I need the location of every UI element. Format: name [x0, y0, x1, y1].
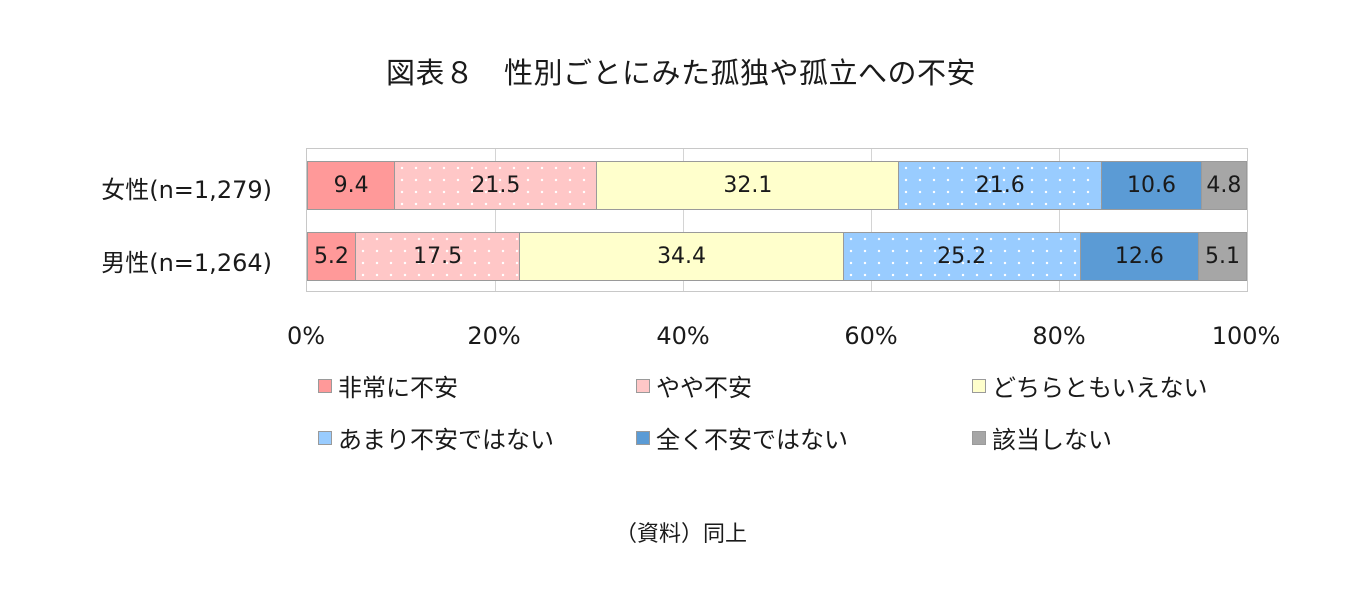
plot-area: 9.4 21.5 32.1 21.6 10.6 4.8 5.2 17.5 34.…: [306, 148, 1248, 292]
source-note: （資料）同上: [614, 522, 747, 547]
legend-label: やや不安: [656, 374, 752, 402]
bar-segment-somewhat-anxious: 17.5: [355, 232, 521, 281]
x-tick-0: 0%: [286, 322, 326, 350]
bar-segment-not-applicable: 4.8: [1201, 161, 1247, 210]
legend-label: 全く不安ではない: [656, 426, 848, 454]
x-tick-20: 20%: [467, 322, 521, 350]
x-tick-80: 80%: [1032, 322, 1086, 350]
bar-segment-neutral: 32.1: [597, 161, 900, 210]
gridline-60: [871, 149, 872, 291]
legend-item-not-very-anxious: あまり不安ではない: [318, 420, 554, 455]
x-tick-40: 40%: [656, 322, 710, 350]
bar-segment-not-very-anxious: 25.2: [843, 232, 1081, 281]
legend-swatch: [636, 378, 650, 393]
gridline-40: [683, 149, 684, 291]
bar-segment-not-very-anxious: 21.6: [899, 161, 1103, 210]
bar-segment-neutral: 34.4: [520, 232, 844, 281]
legend-swatch: [636, 430, 650, 445]
legend-label: あまり不安ではない: [338, 426, 554, 454]
legend-item-very-anxious: 非常に不安: [318, 368, 458, 403]
chart-title: 図表８ 性別ごとにみた孤独や孤立への不安: [385, 56, 976, 90]
legend-swatch: [318, 430, 332, 445]
legend-label: 該当しない: [992, 426, 1112, 454]
legend-swatch: [318, 378, 332, 393]
bar-segment-not-anxious: 10.6: [1102, 161, 1202, 210]
gridline-20: [495, 149, 496, 291]
bar-segment-very-anxious: 5.2: [307, 232, 356, 281]
bar-female: 9.4 21.5 32.1 21.6 10.6 4.8: [307, 161, 1247, 210]
legend-item-somewhat-anxious: やや不安: [636, 368, 752, 403]
x-tick-60: 60%: [844, 322, 898, 350]
gridline-80: [1059, 149, 1060, 291]
legend-item-neutral: どちらともいえない: [972, 368, 1208, 403]
bar-segment-somewhat-anxious: 21.5: [395, 161, 598, 210]
legend-swatch: [972, 430, 986, 445]
x-tick-100: 100%: [1211, 322, 1281, 350]
row-label-male: 男性(n=1,264): [101, 249, 272, 277]
row-label-female: 女性(n=1,279): [101, 176, 272, 204]
legend-swatch: [972, 378, 986, 393]
bar-segment-not-applicable: 5.1: [1199, 232, 1247, 281]
legend-label: どちらともいえない: [992, 374, 1208, 402]
legend-item-not-anxious: 全く不安ではない: [636, 420, 848, 455]
bar-segment-not-anxious: 12.6: [1080, 232, 1200, 281]
legend-label: 非常に不安: [338, 374, 458, 402]
bar-male: 5.2 17.5 34.4 25.2 12.6 5.1: [307, 232, 1247, 281]
legend-item-not-applicable: 該当しない: [972, 420, 1112, 455]
bar-segment-very-anxious: 9.4: [307, 161, 396, 210]
